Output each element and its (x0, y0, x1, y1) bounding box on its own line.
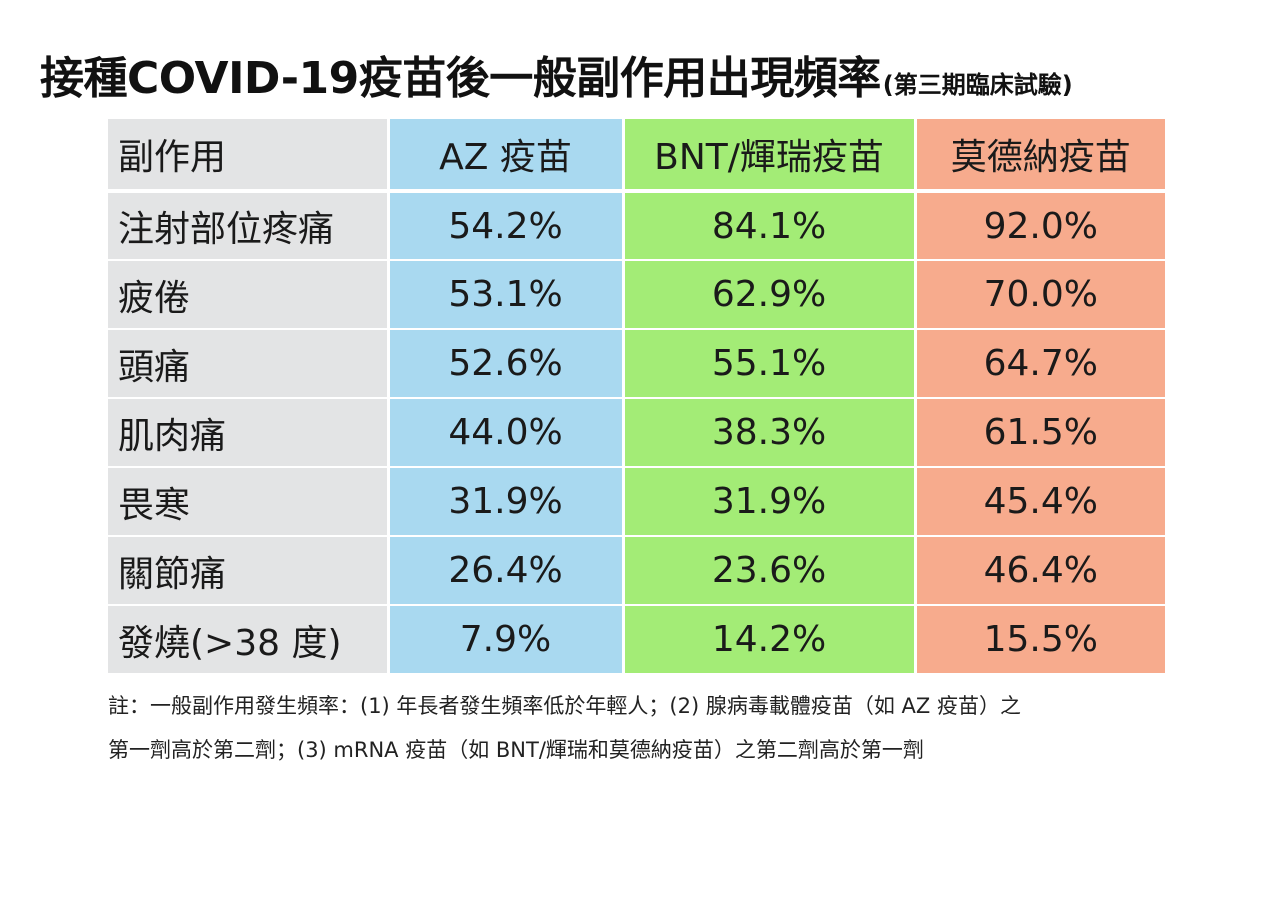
side-effects-table: 副作用 AZ 疫苗 BNT/輝瑞疫苗 莫德納疫苗 注射部位疼痛 54.2% 84… (108, 119, 1165, 675)
bnt-value: 14.2% (621, 605, 915, 675)
header-moderna-vaccine: 莫德納疫苗 (913, 119, 1165, 193)
az-value: 53.1% (386, 260, 623, 330)
moderna-value: 15.5% (913, 605, 1165, 675)
table-row: 注射部位疼痛 54.2% 84.1% 92.0% (108, 191, 1165, 261)
moderna-value: 92.0% (913, 191, 1165, 261)
bnt-value: 38.3% (621, 398, 915, 468)
az-value: 44.0% (386, 398, 623, 468)
title-subtitle: (第三期臨床試驗) (882, 71, 1073, 99)
header-bnt-vaccine: BNT/輝瑞疫苗 (621, 119, 915, 193)
az-value: 7.9% (386, 605, 623, 675)
az-value: 52.6% (386, 329, 623, 399)
header-az-vaccine: AZ 疫苗 (386, 119, 623, 193)
bnt-value: 84.1% (621, 191, 915, 261)
side-effect-label: 發燒(>38 度) (108, 605, 388, 675)
footnote: 註：一般副作用發生頻率：(1) 年長者發生頻率低於年輕人；(2) 腺病毒載體疫苗… (108, 684, 1188, 772)
footnote-line-1: 註：一般副作用發生頻率：(1) 年長者發生頻率低於年輕人；(2) 腺病毒載體疫苗… (108, 694, 1021, 718)
title-main: 接種COVID-19疫苗後一般副作用出現頻率 (40, 53, 881, 104)
bnt-value: 23.6% (621, 536, 915, 606)
moderna-value: 64.7% (913, 329, 1165, 399)
table-row: 發燒(>38 度) 7.9% 14.2% 15.5% (108, 605, 1165, 675)
table-row: 關節痛 26.4% 23.6% 46.4% (108, 536, 1165, 606)
bnt-value: 62.9% (621, 260, 915, 330)
az-value: 54.2% (386, 191, 623, 261)
page-title: 接種COVID-19疫苗後一般副作用出現頻率(第三期臨床試驗) (40, 42, 1073, 106)
table-header-row: 副作用 AZ 疫苗 BNT/輝瑞疫苗 莫德納疫苗 (108, 119, 1165, 193)
table-row: 畏寒 31.9% 31.9% 45.4% (108, 467, 1165, 537)
moderna-value: 46.4% (913, 536, 1165, 606)
footnote-line-2: 第一劑高於第二劑；(3) mRNA 疫苗（如 BNT/輝瑞和莫德納疫苗）之第二劑… (108, 738, 924, 762)
table-row: 頭痛 52.6% 55.1% 64.7% (108, 329, 1165, 399)
side-effect-label: 關節痛 (108, 536, 388, 606)
table-row: 疲倦 53.1% 62.9% 70.0% (108, 260, 1165, 330)
moderna-value: 61.5% (913, 398, 1165, 468)
az-value: 26.4% (386, 536, 623, 606)
side-effect-label: 頭痛 (108, 329, 388, 399)
az-value: 31.9% (386, 467, 623, 537)
side-effect-label: 肌肉痛 (108, 398, 388, 468)
side-effect-label: 畏寒 (108, 467, 388, 537)
bnt-value: 31.9% (621, 467, 915, 537)
table-row: 肌肉痛 44.0% 38.3% 61.5% (108, 398, 1165, 468)
moderna-value: 70.0% (913, 260, 1165, 330)
moderna-value: 45.4% (913, 467, 1165, 537)
header-side-effect: 副作用 (108, 119, 388, 193)
side-effect-label: 注射部位疼痛 (108, 191, 388, 261)
side-effect-label: 疲倦 (108, 260, 388, 330)
bnt-value: 55.1% (621, 329, 915, 399)
